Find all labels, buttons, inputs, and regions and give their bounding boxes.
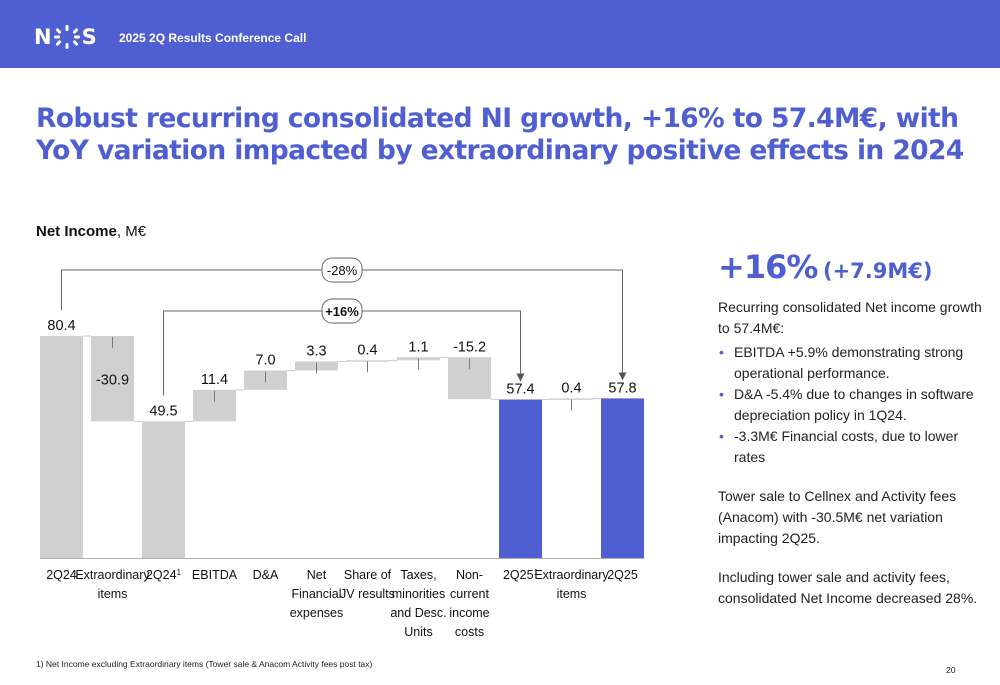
bar-value-label: 0.4 — [357, 342, 377, 358]
chart-title-unit: , M€ — [116, 223, 147, 240]
category-label: 2Q251 — [503, 568, 539, 583]
chart-title-bold: Net Income — [36, 223, 117, 240]
logo-letter-s: S — [81, 25, 97, 49]
category-label: 2Q241 — [146, 568, 182, 583]
waterfall-bar — [601, 398, 644, 558]
category-label: income — [449, 606, 489, 620]
commentary-conclusion: Including tower sale and activity fees, … — [718, 569, 978, 606]
waterfall-bar — [142, 421, 185, 558]
category-label: 2Q25 — [607, 568, 638, 582]
category-label: Taxes, — [400, 568, 436, 582]
logo-letter-n: N — [34, 25, 52, 49]
chart-marks: 80.4 -30.9 49.5 11.4 7.0 3.3 0.4 1.1 -15.2 57.4 0.… — [40, 257, 644, 639]
category-label: D&A — [253, 568, 279, 582]
category-label-superscript: 1 — [177, 568, 182, 577]
commentary-tower-sale: Tower sale to Cellnex and Activity fees … — [718, 488, 957, 546]
category-label: minorities — [392, 587, 446, 601]
category-label: Extraordinary — [534, 568, 609, 582]
bar-value-label: 57.8 — [608, 380, 636, 396]
commentary-bullets: EBITDA +5.9% demonstrating strong operat… — [718, 342, 988, 468]
category-label: current — [450, 587, 489, 601]
bar-value-label: -15.2 — [453, 339, 486, 355]
growth-highlight: +16% (+7.9M€) — [718, 248, 933, 286]
growth-percent: +16% — [718, 248, 818, 286]
page-number: 20 — [946, 665, 956, 675]
category-label: 2Q24 — [46, 568, 77, 582]
waterfall-bar — [346, 360, 389, 362]
waterfall-bar — [40, 336, 83, 558]
bar-value-label: 1.1 — [408, 339, 428, 355]
waterfall-bar — [499, 399, 542, 558]
bar-value-label: -30.9 — [96, 373, 129, 389]
commentary-intro: Recurring consolidated Net income growth… — [718, 299, 982, 336]
category-label: items — [98, 587, 128, 601]
category-label: Net — [307, 568, 327, 582]
waterfall-bar — [91, 336, 134, 422]
bar-value-label: 80.4 — [47, 318, 75, 334]
growth-absolute: (+7.9M€) — [822, 259, 933, 283]
annotation-pill — [321, 298, 363, 324]
annotation-label: +16% — [325, 304, 359, 319]
page-headline: Robust recurring consolidated NI growth,… — [36, 103, 964, 166]
category-label: Units — [404, 625, 432, 639]
nos-logo: N S — [34, 25, 97, 49]
bar-value-label: 0.4 — [561, 380, 581, 396]
category-label: Extraordinary — [75, 568, 150, 582]
category-label: Non- — [456, 568, 483, 582]
bar-value-label: 7.0 — [255, 353, 275, 369]
category-label: items — [557, 587, 587, 601]
conference-title: 2025 2Q Results Conference Call — [119, 31, 307, 45]
bar-value-label: 3.3 — [306, 343, 326, 359]
category-label: Share of — [344, 568, 392, 582]
bar-value-label: 49.5 — [149, 403, 177, 419]
category-label: EBITDA — [192, 568, 238, 582]
category-label: and Desc. — [390, 606, 446, 620]
logo-ring-icon — [53, 25, 80, 49]
category-label: JV results — [340, 587, 395, 601]
category-label: expenses — [290, 606, 344, 620]
waterfall-chart: 80.4 -30.9 49.5 11.4 7.0 3.3 0.4 1.1 -15.2 57.4 0.… — [40, 257, 644, 639]
category-label: Financial — [291, 587, 341, 601]
top-bar: N S 2025 2Q Results Conference Call — [0, 0, 1000, 68]
commentary-bullet: EBITDA +5.9% demonstrating strong operat… — [718, 342, 988, 384]
commentary-bullet: -3.3M€ Financial costs, due to lower rat… — [718, 426, 988, 468]
annotation-label: -28% — [327, 263, 358, 278]
commentary-panel: Recurring consolidated Net income growth… — [718, 297, 988, 609]
annotation-pill — [321, 257, 363, 283]
commentary-bullet: D&A -5.4% due to changes in software dep… — [718, 384, 988, 426]
bar-value-label: 57.4 — [506, 382, 534, 398]
category-label-superscript: 1 — [534, 568, 539, 577]
waterfall-bar — [550, 398, 593, 400]
bar-value-label: 11.4 — [201, 372, 228, 388]
category-label: costs — [455, 625, 484, 639]
chart-title: Net Income, M€ — [36, 223, 146, 240]
footnote: 1) Net Income excluding Extraordinary it… — [36, 659, 373, 669]
